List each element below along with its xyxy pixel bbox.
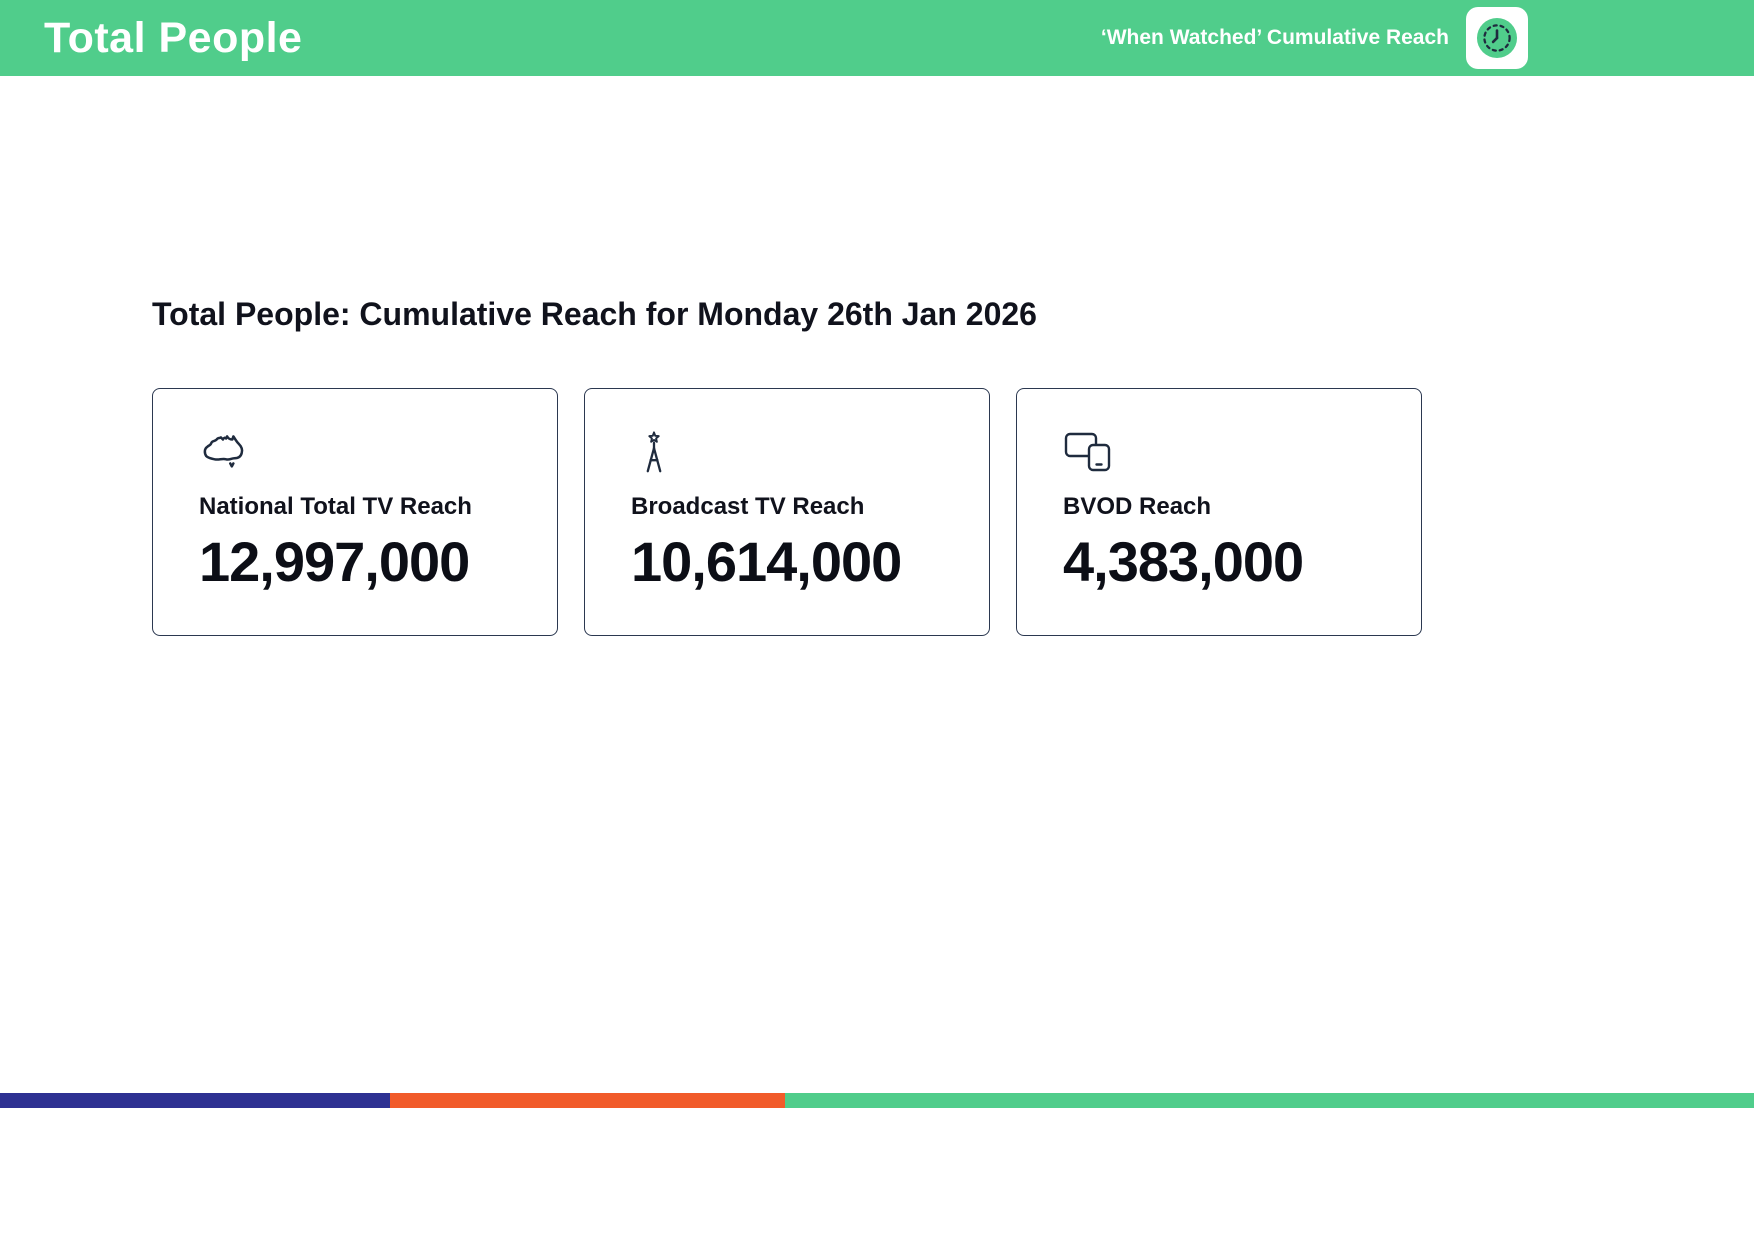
footer-stripe [0, 1093, 1754, 1108]
page-title: Total People: Cumulative Reach for Monda… [152, 296, 1037, 332]
footer-segment-green [785, 1093, 1754, 1108]
stat-card-value: 10,614,000 [631, 530, 902, 593]
stat-card-value: 4,383,000 [1063, 530, 1304, 593]
footer-segment-blue [0, 1093, 391, 1108]
page-header-title: Total People [44, 13, 303, 62]
stat-card-label: Broadcast TV Reach [631, 493, 865, 520]
broadcast-tower-icon [631, 429, 943, 477]
header-subtitle: ‘When Watched’ Cumulative Reach [1100, 26, 1449, 49]
stat-card-broadcast-tv: Broadcast TV Reach 10,614,000 [584, 388, 990, 636]
stat-card-national-total-tv: National Total TV Reach 12,997,000 [152, 388, 558, 636]
header-bar: Total People ‘When Watched’ Cumulative R… [0, 0, 1754, 76]
clock-icon [1466, 7, 1528, 69]
australia-map-icon [199, 429, 511, 477]
footer-segment-orange [390, 1093, 786, 1108]
stat-card-bvod: BVOD Reach 4,383,000 [1016, 388, 1422, 636]
stat-card-label: BVOD Reach [1063, 493, 1212, 520]
stat-cards-row: National Total TV Reach 12,997,000 Broad… [152, 388, 1422, 636]
header-right-group: ‘When Watched’ Cumulative Reach [1101, 0, 1528, 76]
stat-card-label: National Total TV Reach [199, 493, 472, 520]
screens-icon [1063, 429, 1375, 477]
stat-card-value: 12,997,000 [199, 530, 470, 593]
